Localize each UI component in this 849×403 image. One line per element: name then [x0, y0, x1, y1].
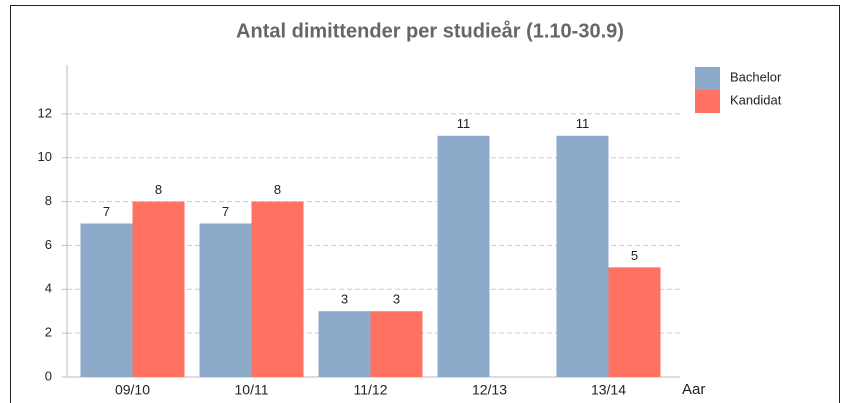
legend-swatch — [695, 67, 720, 90]
data-label: 11 — [457, 116, 471, 131]
data-label: 8 — [274, 182, 281, 197]
data-label: 8 — [155, 182, 162, 197]
bar — [318, 311, 371, 377]
bar — [608, 267, 661, 377]
bar — [199, 223, 252, 377]
data-label: 11 — [576, 116, 590, 131]
bar — [370, 311, 423, 377]
bar — [251, 201, 304, 377]
legend-label: Bachelor — [730, 69, 782, 84]
y-tick-label: 4 — [45, 281, 52, 296]
bar — [132, 201, 185, 377]
bar — [80, 223, 133, 377]
bar — [556, 135, 609, 377]
y-tick-label: 0 — [45, 368, 52, 383]
x-tick-label: 11/12 — [354, 382, 388, 398]
bar — [437, 135, 490, 377]
y-tick-label: 6 — [45, 237, 52, 252]
data-label: 5 — [631, 248, 638, 263]
y-tick-label: 2 — [45, 325, 52, 340]
y-tick-label: 12 — [38, 105, 52, 120]
x-tick-label: 10/11 — [235, 382, 269, 398]
data-label: 3 — [393, 292, 400, 307]
frame — [10, 5, 840, 403]
legend-label: Kandidat — [730, 92, 782, 107]
legend-swatch — [695, 90, 720, 113]
x-tick-label: 12/13 — [472, 382, 507, 398]
x-tick-label: 13/14 — [591, 382, 626, 398]
data-label: 7 — [103, 204, 110, 219]
data-label: 7 — [222, 204, 229, 219]
x-axis-label: Aar — [682, 381, 705, 398]
chart-title: Antal dimittender per studieår (1.10-30.… — [236, 19, 624, 42]
y-tick-label: 8 — [45, 193, 52, 208]
y-tick-label: 10 — [38, 149, 52, 164]
x-tick-label: 09/10 — [115, 382, 150, 398]
data-label: 3 — [341, 292, 348, 307]
